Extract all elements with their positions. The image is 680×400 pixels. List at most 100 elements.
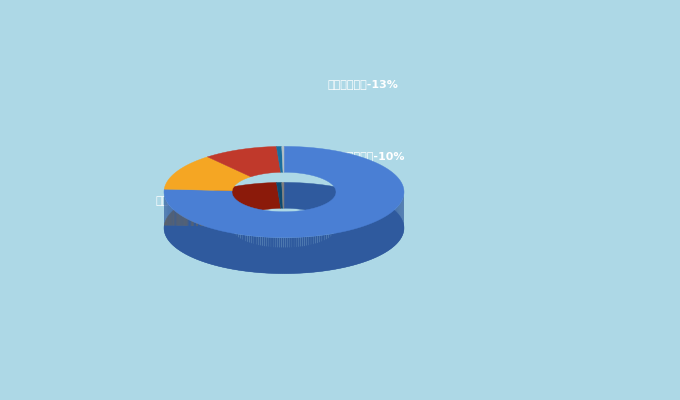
Polygon shape bbox=[297, 237, 299, 273]
Polygon shape bbox=[232, 233, 233, 269]
Polygon shape bbox=[177, 213, 178, 250]
Polygon shape bbox=[391, 212, 392, 249]
Polygon shape bbox=[226, 232, 228, 268]
Polygon shape bbox=[270, 237, 272, 273]
Polygon shape bbox=[323, 235, 325, 271]
Polygon shape bbox=[211, 228, 212, 264]
Polygon shape bbox=[190, 220, 191, 257]
Polygon shape bbox=[188, 219, 189, 256]
Polygon shape bbox=[318, 236, 320, 272]
Polygon shape bbox=[207, 227, 209, 264]
Polygon shape bbox=[325, 235, 326, 271]
Polygon shape bbox=[174, 210, 175, 247]
Polygon shape bbox=[367, 224, 368, 261]
Polygon shape bbox=[368, 224, 369, 260]
Polygon shape bbox=[337, 232, 339, 269]
Polygon shape bbox=[252, 236, 253, 272]
Polygon shape bbox=[332, 234, 334, 270]
Polygon shape bbox=[228, 232, 230, 269]
Polygon shape bbox=[361, 226, 362, 263]
Polygon shape bbox=[369, 224, 371, 260]
Polygon shape bbox=[239, 234, 241, 270]
Polygon shape bbox=[215, 229, 217, 266]
Polygon shape bbox=[220, 230, 222, 267]
Text: 湘南マラソン-13%: 湘南マラソン-13% bbox=[328, 79, 399, 89]
Polygon shape bbox=[394, 210, 395, 246]
Polygon shape bbox=[390, 213, 391, 250]
Polygon shape bbox=[176, 212, 177, 248]
Polygon shape bbox=[182, 216, 184, 253]
Polygon shape bbox=[207, 146, 281, 177]
Polygon shape bbox=[295, 237, 297, 274]
Polygon shape bbox=[342, 232, 344, 268]
Polygon shape bbox=[362, 226, 364, 262]
Polygon shape bbox=[192, 222, 194, 258]
Polygon shape bbox=[165, 157, 251, 191]
Polygon shape bbox=[312, 236, 313, 272]
Polygon shape bbox=[308, 236, 310, 273]
Polygon shape bbox=[344, 231, 345, 268]
Polygon shape bbox=[389, 214, 390, 250]
Polygon shape bbox=[250, 236, 252, 272]
Polygon shape bbox=[165, 193, 251, 227]
Polygon shape bbox=[274, 238, 276, 274]
Polygon shape bbox=[360, 227, 361, 263]
Polygon shape bbox=[289, 238, 291, 274]
Text: 湘南国際マラソン-76%: 湘南国際マラソン-76% bbox=[156, 195, 240, 205]
Polygon shape bbox=[198, 224, 199, 260]
Polygon shape bbox=[223, 231, 225, 268]
Polygon shape bbox=[244, 235, 245, 271]
Polygon shape bbox=[277, 238, 279, 274]
Polygon shape bbox=[320, 235, 321, 272]
Polygon shape bbox=[253, 236, 255, 272]
Polygon shape bbox=[197, 223, 198, 260]
Polygon shape bbox=[350, 230, 352, 266]
Polygon shape bbox=[328, 234, 330, 270]
Polygon shape bbox=[386, 215, 387, 252]
Polygon shape bbox=[395, 209, 396, 246]
Polygon shape bbox=[385, 216, 386, 252]
Polygon shape bbox=[365, 225, 367, 262]
Polygon shape bbox=[205, 226, 206, 263]
Polygon shape bbox=[392, 211, 393, 248]
Polygon shape bbox=[305, 237, 306, 273]
Polygon shape bbox=[258, 236, 260, 273]
Polygon shape bbox=[286, 238, 287, 274]
Polygon shape bbox=[330, 234, 332, 270]
Polygon shape bbox=[191, 221, 192, 258]
Polygon shape bbox=[255, 236, 257, 272]
Polygon shape bbox=[203, 226, 205, 262]
Polygon shape bbox=[245, 235, 248, 272]
Polygon shape bbox=[260, 237, 262, 273]
Polygon shape bbox=[207, 182, 281, 213]
Polygon shape bbox=[388, 214, 389, 251]
Polygon shape bbox=[237, 234, 239, 270]
Polygon shape bbox=[373, 222, 375, 258]
Polygon shape bbox=[206, 227, 207, 263]
Polygon shape bbox=[326, 234, 328, 271]
Polygon shape bbox=[282, 182, 284, 208]
Polygon shape bbox=[164, 146, 404, 238]
Polygon shape bbox=[222, 231, 223, 267]
Polygon shape bbox=[276, 238, 277, 274]
Polygon shape bbox=[233, 233, 235, 270]
Polygon shape bbox=[212, 228, 214, 265]
Polygon shape bbox=[282, 146, 284, 172]
Polygon shape bbox=[235, 234, 237, 270]
Polygon shape bbox=[316, 236, 318, 272]
Polygon shape bbox=[195, 223, 197, 259]
Polygon shape bbox=[267, 237, 268, 273]
Polygon shape bbox=[377, 220, 379, 257]
Polygon shape bbox=[257, 236, 258, 272]
Polygon shape bbox=[387, 215, 388, 251]
Polygon shape bbox=[291, 238, 293, 274]
Polygon shape bbox=[310, 236, 312, 272]
Polygon shape bbox=[376, 221, 377, 257]
Polygon shape bbox=[180, 215, 182, 252]
Polygon shape bbox=[313, 236, 316, 272]
Polygon shape bbox=[230, 233, 232, 269]
Polygon shape bbox=[217, 230, 218, 266]
Text: オールスポーツ-10%: オールスポーツ-10% bbox=[328, 151, 405, 161]
Polygon shape bbox=[372, 222, 373, 259]
Polygon shape bbox=[347, 230, 349, 267]
